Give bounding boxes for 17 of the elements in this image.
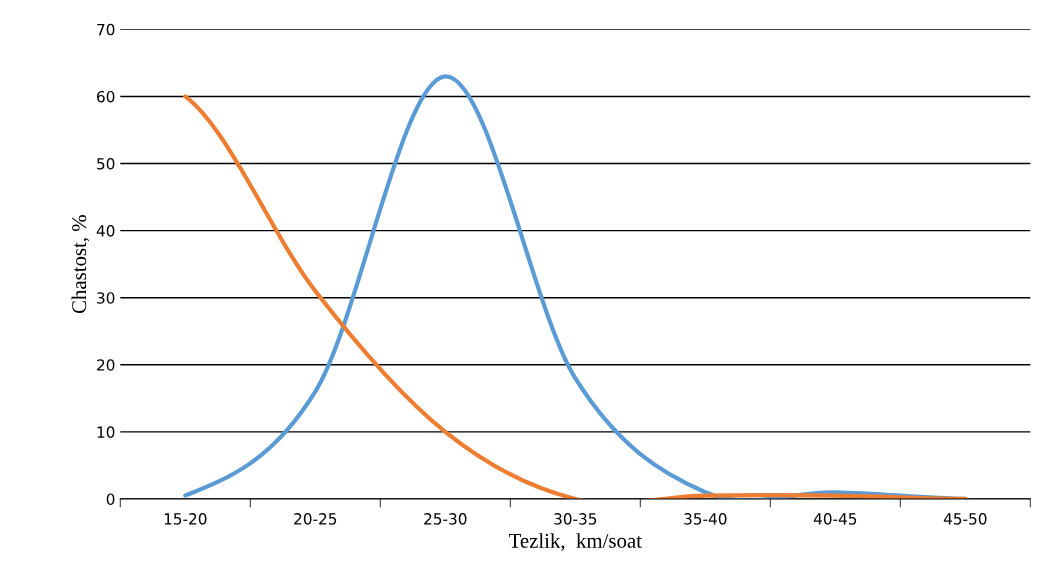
- x-tick-label: 40-45: [813, 513, 857, 525]
- y-tick-label: 10: [97, 426, 115, 438]
- y-tick-label: 40: [96, 225, 115, 237]
- y-tick-label: 30: [97, 292, 115, 304]
- x-tick-label: 15-20: [164, 513, 207, 525]
- x-tick-label: 30-35: [554, 513, 597, 525]
- x-axis-title: Tezlik, km/soat: [509, 533, 642, 551]
- y-tick-label: 50: [97, 157, 115, 170]
- y-axis-title: Chastost, %: [71, 215, 90, 314]
- x-tick-label: 25-30: [424, 513, 467, 525]
- y-tick-label: 70: [97, 23, 115, 36]
- x-tick-label: 35-40: [684, 513, 727, 525]
- y-tick-label: 0: [106, 493, 115, 505]
- x-tick-label: 20-25: [294, 513, 337, 525]
- x-tick-label: 45-50: [943, 513, 987, 525]
- y-tick-label: 20: [97, 359, 115, 371]
- y-tick-label: 60: [97, 90, 115, 103]
